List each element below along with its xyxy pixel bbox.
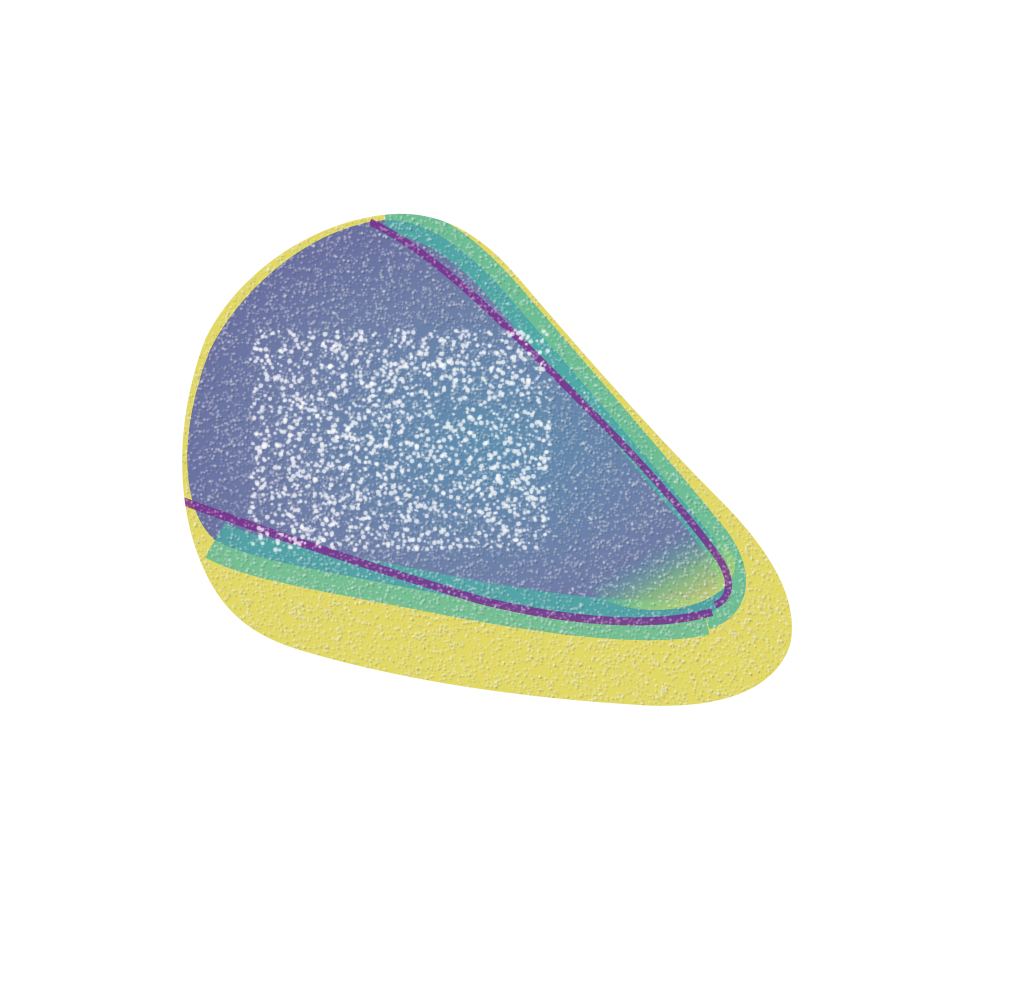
render-viewport[interactable] xyxy=(0,0,1023,1008)
point-speckle-overlay xyxy=(0,0,1023,1008)
